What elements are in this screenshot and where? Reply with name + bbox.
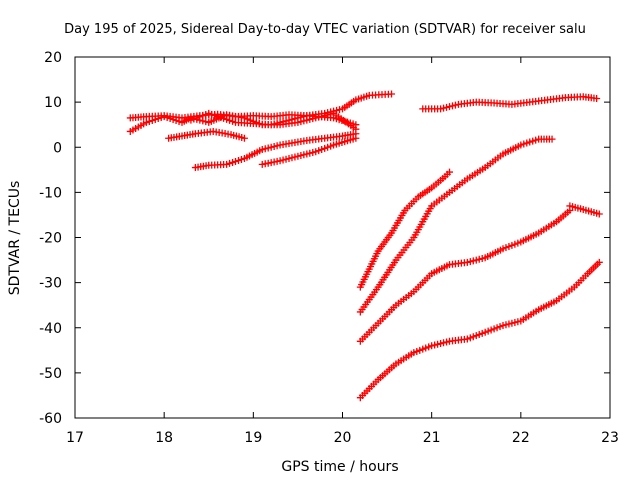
series-arc-9 (356, 135, 556, 316)
data-series (126, 90, 603, 402)
series-arc-5 (191, 130, 360, 172)
data-point (548, 135, 556, 143)
data-point (352, 134, 360, 142)
x-tick-label: 22 (512, 430, 530, 446)
data-point (593, 95, 601, 103)
y-tick-label: -10 (39, 185, 62, 201)
data-point (240, 134, 248, 142)
y-tick-label: 10 (44, 95, 62, 111)
series-arc-6 (258, 134, 360, 168)
data-point (595, 258, 603, 266)
y-tick-label: 20 (44, 50, 62, 66)
data-point (595, 210, 603, 218)
data-point (352, 121, 360, 129)
series-arc-12 (356, 258, 603, 402)
y-tick-label: -40 (39, 321, 62, 337)
x-tick-label: 23 (601, 430, 619, 446)
series-arc-8 (356, 168, 453, 291)
series-arc-4 (165, 127, 248, 142)
x-tick-label: 21 (423, 430, 441, 446)
x-axis: 17 18 19 20 21 22 23 (66, 57, 619, 446)
y-axis: -60 -50 -40 -30 -20 -10 0 10 20 (39, 50, 610, 427)
chart-title: Day 195 of 2025, Sidereal Day-to-day VTE… (64, 22, 586, 37)
data-point (446, 168, 453, 176)
x-tick-label: 20 (334, 430, 352, 446)
y-tick-label: -30 (39, 276, 62, 292)
y-tick-label: -60 (39, 411, 62, 427)
y-tick-label: 0 (53, 140, 62, 156)
x-tick-label: 19 (244, 430, 262, 446)
series-arc-10 (356, 206, 574, 345)
y-tick-label: -20 (39, 231, 62, 247)
data-point (388, 90, 396, 98)
series-arc-7 (419, 93, 601, 113)
series-arc-11 (566, 202, 603, 218)
x-axis-label: GPS time / hours (281, 459, 398, 475)
series-arc-3 (187, 109, 360, 129)
y-axis-label: SDTVAR / TECUs (7, 181, 23, 296)
x-tick-label: 18 (155, 430, 173, 446)
x-tick-label: 17 (66, 430, 84, 446)
y-tick-label: -50 (39, 366, 62, 382)
